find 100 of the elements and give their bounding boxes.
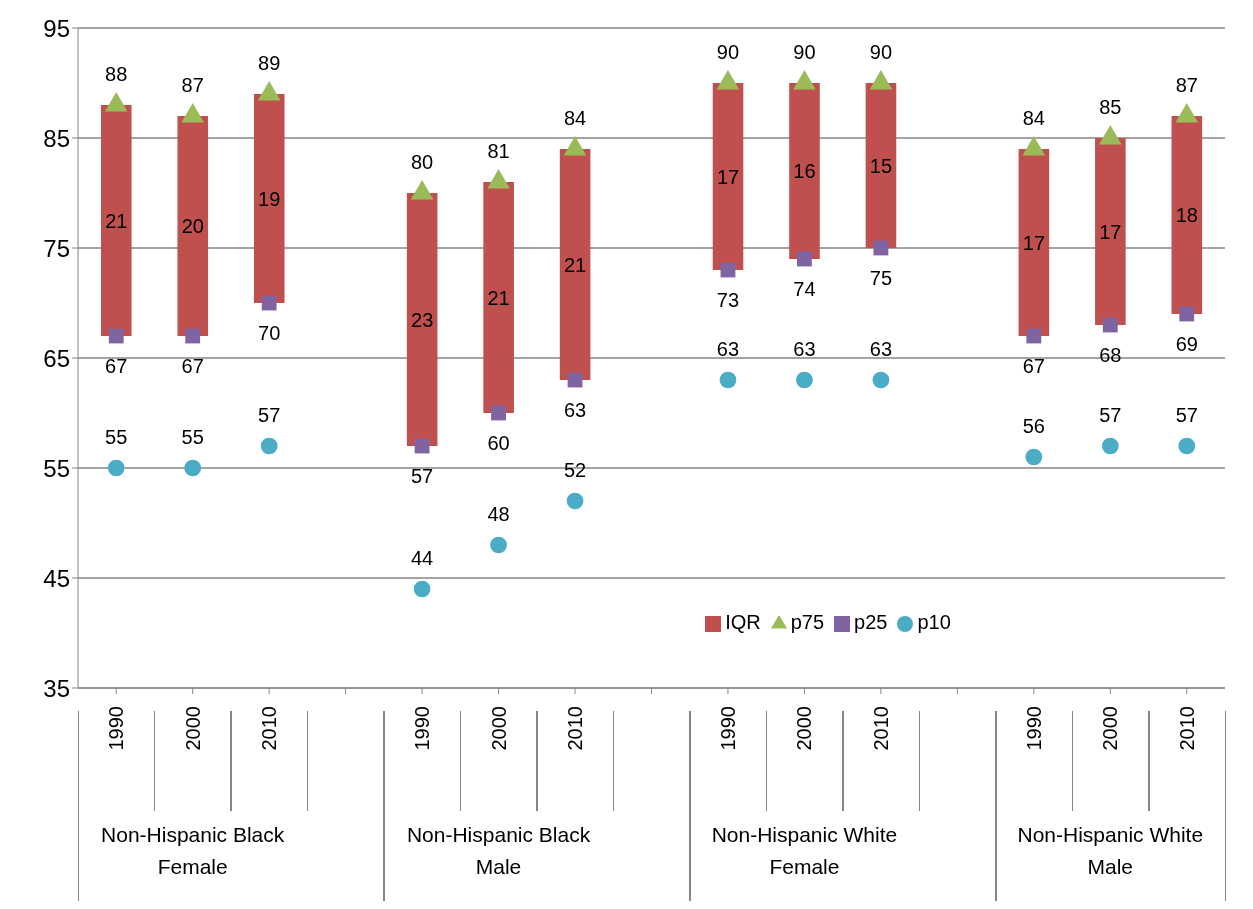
data-label: 21 — [487, 286, 510, 309]
point — [257, 80, 281, 101]
x-tick-label: 2000 — [1099, 706, 1122, 751]
data-label: 84 — [1022, 106, 1045, 129]
data-label: 90 — [716, 40, 740, 63]
point — [1178, 437, 1196, 455]
point — [185, 328, 201, 344]
x-tick-label: 2000 — [793, 706, 816, 751]
bar — [712, 83, 744, 270]
data-label: 44 — [410, 546, 434, 569]
x-tick-label: 2010 — [564, 706, 587, 751]
point — [490, 536, 507, 554]
text: Non-Hispanic Black Male — [405, 822, 592, 880]
x-tick-label: 1990 — [716, 706, 739, 751]
data-label: 90 — [869, 40, 893, 63]
data-label: 19 — [258, 187, 281, 210]
legend-label: p75 — [790, 611, 825, 633]
data-label: 63 — [793, 337, 816, 360]
point — [1022, 135, 1046, 156]
point — [1102, 317, 1118, 333]
bar — [1171, 116, 1203, 314]
bar — [253, 94, 285, 303]
legend-label: p25 — [854, 611, 888, 633]
data-label: 70 — [258, 321, 281, 344]
y-tick-label: 95 — [43, 14, 70, 42]
data-label: 69 — [1175, 332, 1198, 355]
point — [873, 240, 889, 256]
data-label: 87 — [181, 73, 204, 96]
data-label: 67 — [181, 354, 204, 377]
x-tick-label: 1990 — [105, 706, 128, 751]
data-label: 21 — [105, 209, 128, 232]
data-label: 57 — [258, 403, 281, 426]
data-label: 88 — [105, 62, 128, 85]
point — [413, 580, 431, 598]
data-label: 16 — [793, 160, 816, 183]
point — [181, 102, 204, 123]
bar — [177, 116, 209, 336]
data-label: 56 — [1022, 414, 1045, 437]
point — [487, 168, 510, 189]
point — [872, 371, 890, 389]
point — [563, 135, 587, 156]
point — [797, 251, 812, 267]
x-tick-label: 2000 — [181, 706, 204, 751]
data-label: 17 — [1099, 220, 1122, 243]
y-tick-label: 45 — [43, 564, 70, 592]
text: Non-Hispanic White Male — [1016, 822, 1205, 880]
data-label: 15 — [869, 154, 893, 177]
data-label: 18 — [1175, 204, 1198, 227]
data-label: 21 — [563, 253, 587, 276]
data-label: 63 — [716, 337, 740, 360]
point — [108, 328, 124, 344]
bar — [101, 105, 132, 336]
bar — [406, 193, 438, 446]
data-label: 89 — [258, 51, 281, 74]
point — [1099, 124, 1122, 145]
data-label: 81 — [487, 139, 510, 162]
data-label: 57 — [1099, 403, 1122, 426]
y-tick-label: 85 — [43, 124, 70, 152]
bar — [483, 182, 514, 413]
x-tick-label: 2000 — [487, 706, 510, 751]
data-label: 60 — [487, 431, 510, 454]
data-label: 90 — [793, 40, 816, 63]
bar — [1018, 149, 1050, 336]
x-tick-label: 2010 — [258, 706, 281, 751]
data-label: 63 — [563, 398, 587, 421]
data-label: 63 — [869, 337, 893, 360]
data-label: 55 — [105, 425, 128, 448]
point — [107, 459, 125, 477]
point — [184, 459, 202, 477]
data-label: 48 — [487, 502, 510, 525]
data-label: 74 — [793, 277, 816, 300]
y-tick-label: 75 — [43, 234, 70, 262]
point — [1026, 328, 1042, 344]
data-label: 73 — [716, 288, 740, 311]
text: Non-Hispanic Black Female — [100, 822, 286, 880]
point — [1025, 448, 1043, 466]
data-label: 80 — [410, 150, 434, 173]
data-label: 57 — [1175, 403, 1198, 426]
data-label: 84 — [563, 106, 587, 129]
y-tick-label: 35 — [43, 674, 70, 702]
bar — [865, 83, 897, 248]
point — [410, 179, 434, 200]
bar — [789, 83, 820, 259]
text: Non-Hispanic White Female — [710, 822, 899, 880]
point — [1179, 306, 1195, 322]
point — [260, 437, 278, 455]
point — [1101, 437, 1119, 455]
data-label: 20 — [181, 215, 204, 238]
point — [869, 69, 893, 90]
y-tick-label: 65 — [43, 344, 70, 372]
data-label: 85 — [1099, 95, 1122, 118]
point — [793, 69, 816, 90]
point — [414, 438, 430, 454]
point — [719, 371, 737, 389]
data-label: 87 — [1175, 73, 1198, 96]
point — [566, 492, 584, 510]
x-tick-label: 2010 — [869, 706, 892, 751]
data-label: 52 — [563, 458, 587, 481]
legend-label: IQR — [725, 611, 761, 633]
data-label: 67 — [1022, 354, 1045, 377]
